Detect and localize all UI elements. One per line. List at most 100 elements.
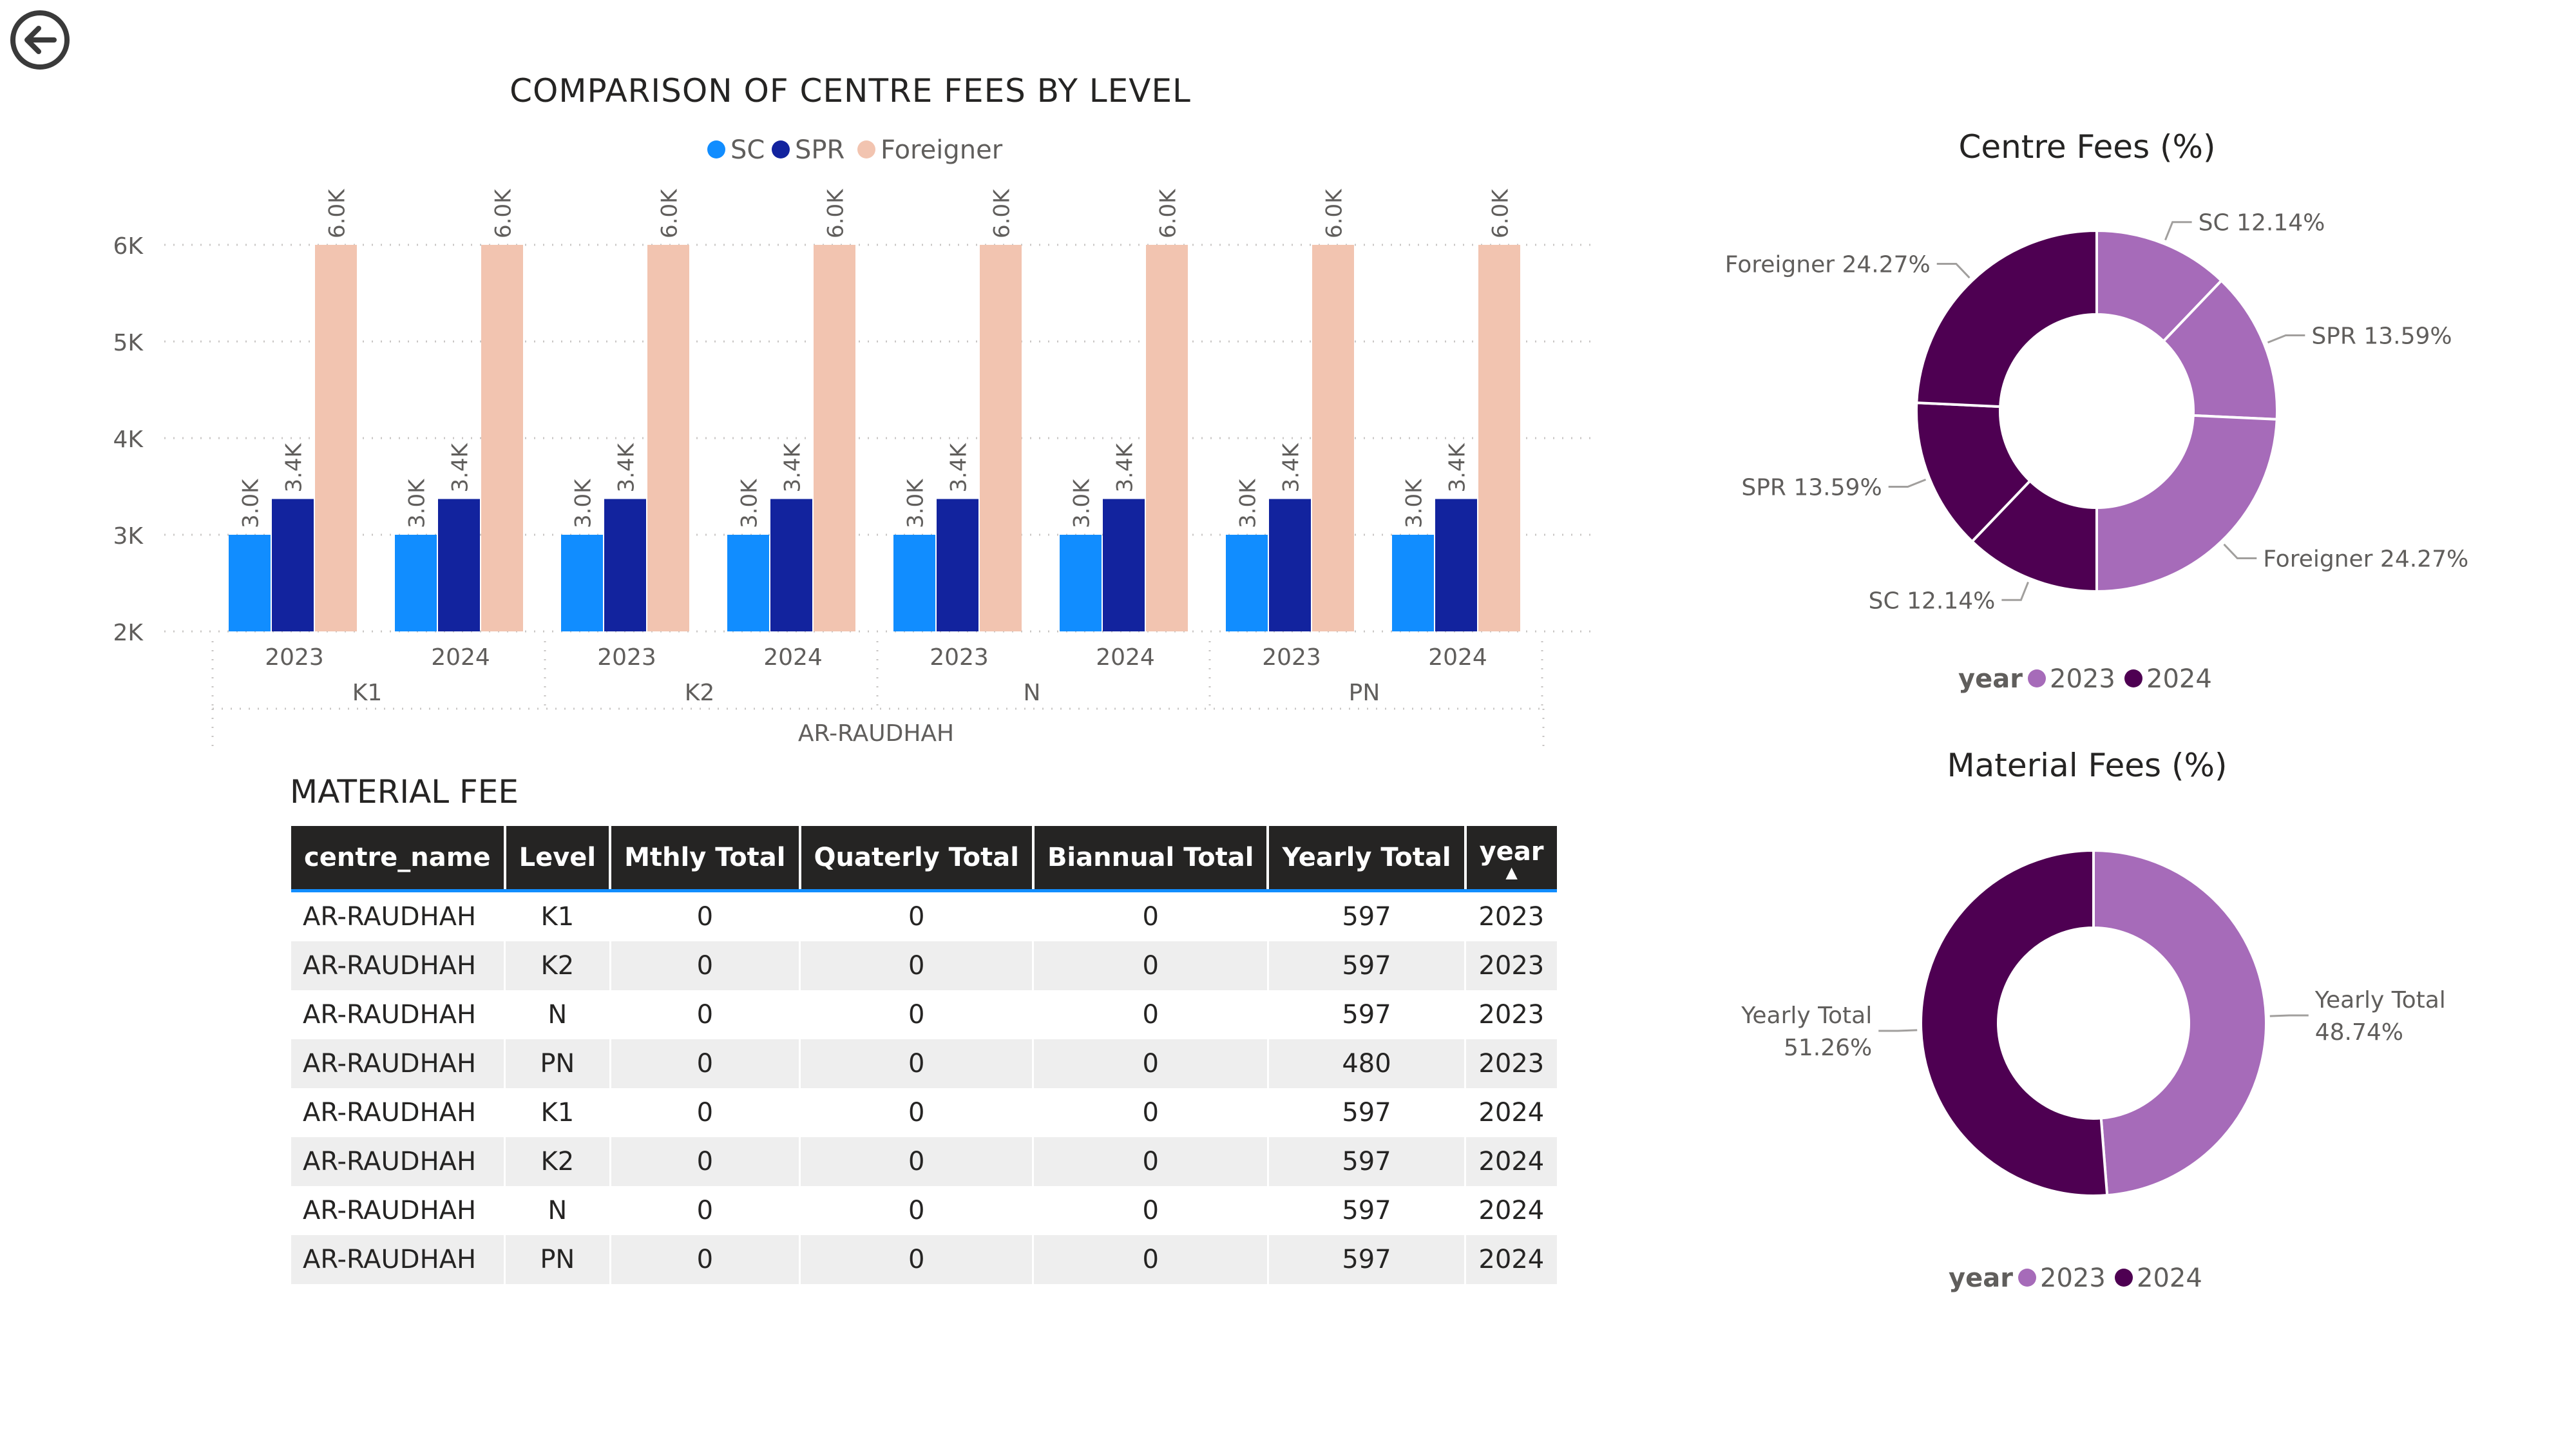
leader-line	[2223, 543, 2257, 560]
data-label: 6.0K	[657, 188, 683, 238]
bar-spr	[604, 499, 646, 631]
table-cell: K1	[504, 1088, 611, 1137]
table-cell: AR-RAUDHAH	[291, 990, 506, 1039]
table-cell: 0	[610, 990, 801, 1039]
table-row[interactable]: AR-RAUDHAH K1 0 0 0 597 2023	[291, 890, 1557, 941]
data-label: 3.0K	[1402, 478, 1427, 528]
bar-foreigner	[1146, 245, 1188, 631]
x-tick-label-year: 2023	[597, 644, 656, 671]
x-tick-label-year: 2023	[930, 644, 989, 671]
legend-label-sc: SC	[730, 135, 765, 165]
donut-slice	[1920, 849, 2109, 1197]
leader-line	[1888, 478, 1927, 488]
bar-sc	[1392, 535, 1434, 631]
x-tick-label-year: 2024	[763, 644, 823, 671]
column-header-mthly-total[interactable]: Mthly Total	[610, 826, 801, 891]
data-label: 3.4K	[946, 442, 972, 492]
table-row[interactable]: AR-RAUDHAH K2 0 0 0 597 2024	[291, 1137, 1557, 1186]
bar-spr	[937, 499, 978, 631]
data-label: 3.0K	[405, 478, 430, 528]
data-label: 3.0K	[1069, 478, 1095, 528]
donut-chart-1: Centre Fees (%) SC 12.14% SPR 13.59% Foreig…	[1725, 128, 2468, 694]
table-row[interactable]: AR-RAUDHAH N 0 0 0 597 2023	[291, 990, 1557, 1039]
table-header-row: centre_name Level Mthly Total Quaterly T…	[291, 826, 1557, 891]
column-header-centre-name[interactable]: centre_name	[291, 826, 506, 891]
column-header-year[interactable]: year ▲	[1465, 826, 1557, 891]
leader-line	[1878, 1029, 1918, 1032]
table-cell: K2	[504, 941, 611, 990]
bar-foreigner	[481, 245, 523, 631]
column-header-level[interactable]: Level	[504, 826, 612, 891]
table-cell: 597	[1268, 1186, 1467, 1235]
table-cell: 597	[1268, 990, 1467, 1039]
bar-sc	[1226, 535, 1268, 631]
x-tick-label-level: K1	[352, 680, 383, 706]
donut-title: Material Fees (%)	[1947, 747, 2227, 784]
legend-label-spr: SPR	[795, 135, 844, 165]
column-header-year-label: year	[1479, 837, 1544, 867]
data-label: 3.4K	[780, 442, 806, 492]
table-cell: 0	[799, 941, 1035, 990]
table-row[interactable]: AR-RAUDHAH PN 0 0 0 597 2024	[291, 1235, 1557, 1284]
bar-sc	[893, 535, 935, 631]
data-label: 3.4K	[448, 442, 473, 492]
table-row[interactable]: AR-RAUDHAH K2 0 0 0 597 2023	[291, 941, 1557, 990]
legend-marker-2023	[2028, 669, 2046, 687]
table-cell: K2	[504, 1137, 611, 1186]
table-cell: 2024	[1465, 1235, 1557, 1284]
table-row[interactable]: AR-RAUDHAH K1 0 0 0 597 2024	[291, 1088, 1557, 1137]
x-tick-label-level: PN	[1349, 680, 1380, 706]
table-row[interactable]: AR-RAUDHAH N 0 0 0 597 2024	[291, 1186, 1557, 1235]
table-cell: N	[504, 1186, 611, 1235]
table-cell: 2023	[1465, 1039, 1557, 1088]
legend-marker-2024	[2124, 669, 2142, 687]
table-cell: 0	[799, 890, 1035, 941]
bar-spr	[1103, 499, 1145, 631]
y-tick-label: 4K	[113, 427, 144, 453]
bar-spr	[1269, 499, 1311, 631]
bar-foreigner	[1312, 245, 1354, 631]
material-fee-table: centre_name Level Mthly Total Quaterly T…	[291, 826, 1557, 1284]
y-tick-label: 3K	[113, 523, 144, 550]
data-label: 3.4K	[281, 442, 307, 492]
donut-chart-2: Material Fees (%) Yearly Total 48.74% Yearl…	[1741, 747, 2446, 1293]
data-label: 3.0K	[571, 478, 596, 528]
slice-label: 48.74%	[2315, 1019, 2403, 1046]
data-label: 6.0K	[1156, 188, 1181, 238]
legend-label-2023: 2023	[2040, 1263, 2106, 1293]
y-tick-label: 2K	[113, 620, 144, 646]
bar-sc	[727, 535, 769, 631]
table-cell: 480	[1268, 1039, 1467, 1088]
column-header-quaterly-total[interactable]: Quaterly Total	[799, 826, 1035, 891]
legend-label-foreigner: Foreigner	[881, 135, 1003, 165]
table-cell: 597	[1268, 1137, 1467, 1186]
table-cell: 597	[1268, 890, 1467, 941]
table-cell: 0	[610, 1039, 801, 1088]
data-label: 3.4K	[1445, 442, 1471, 492]
slice-label: SPR 13.59%	[2311, 323, 2452, 349]
x-tick-label-year: 2024	[431, 644, 490, 671]
back-button[interactable]	[8, 8, 72, 72]
column-header-biannual-total[interactable]: Biannual Total	[1033, 826, 1270, 891]
leader-line	[1936, 262, 1970, 279]
donut-slice	[1915, 229, 2098, 408]
legend-marker-spr	[772, 140, 790, 158]
x-tick-label-level: N	[1024, 680, 1041, 706]
table-cell: AR-RAUDHAH	[291, 1088, 506, 1137]
bar-sc	[229, 535, 271, 631]
table-cell: 2024	[1465, 1137, 1557, 1186]
table-cell: 2024	[1478, 1196, 1545, 1225]
x-tick-label-year: 2023	[1262, 644, 1321, 671]
slice-label: Foreigner 24.27%	[2263, 546, 2468, 573]
bar-chart-title: COMPARISON OF CENTRE FEES BY LEVEL	[510, 72, 1191, 110]
leader-line	[2269, 1014, 2309, 1017]
column-header-yearly-total[interactable]: Yearly Total	[1268, 826, 1467, 891]
table-cell: 0	[799, 1186, 1035, 1235]
y-tick-label: 5K	[113, 330, 144, 356]
data-label: 3.4K	[1279, 442, 1304, 492]
legend-title: year	[1958, 664, 2023, 694]
table-cell: 597	[1268, 1088, 1467, 1137]
table-row[interactable]: AR-RAUDHAH PN 0 0 0 480 2023	[291, 1039, 1557, 1088]
table-cell: 0	[610, 1235, 801, 1284]
